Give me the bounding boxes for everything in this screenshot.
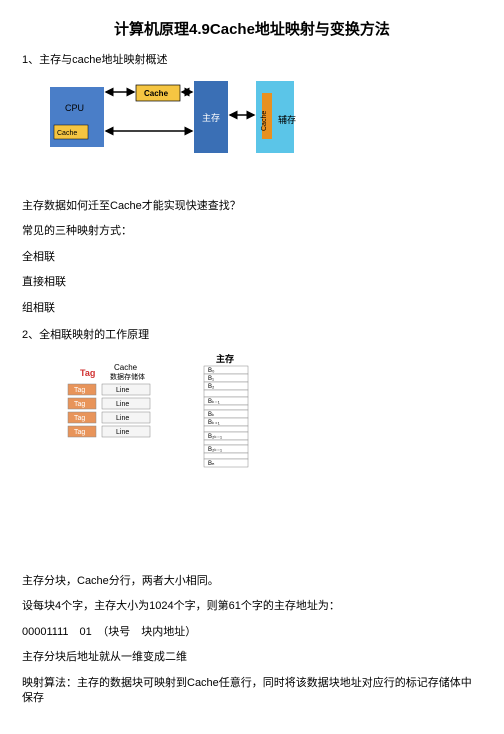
diagram-fully-associative: Tag Cache 数据存储体 Tag Line Tag Line Tag Li… bbox=[52, 354, 312, 494]
svg-text:B₂ₖ₋₁: B₂ₖ₋₁ bbox=[208, 434, 222, 440]
cpu-inner-cache-label: Cache bbox=[57, 130, 77, 137]
svg-text:Bₖ₋₁: Bₖ₋₁ bbox=[208, 399, 220, 405]
para-2: 设每块4个字，主存大小为1024个字，则第61个字的主存地址为： bbox=[22, 599, 482, 614]
mapping-3: 组相联 bbox=[22, 301, 482, 316]
aux-inner-label: Cache bbox=[261, 111, 268, 131]
mem-rows: B₀ B₁ B₂ Bₖ₋₁ Bₖ Bₖ₊₁ B₂ₖ₋₁ B₂ₖ₋₁ Bₙ bbox=[204, 366, 248, 467]
cache-header-2: 数据存储体 bbox=[110, 372, 145, 381]
mem-header: 主存 bbox=[216, 354, 234, 364]
svg-text:Line: Line bbox=[116, 415, 129, 422]
question-1: 主存数据如何迁至Cache才能实现快速查找？ bbox=[22, 199, 482, 214]
svg-text:Tag: Tag bbox=[74, 415, 85, 422]
svg-text:B₀: B₀ bbox=[208, 368, 215, 374]
question-2: 常见的三种映射方式： bbox=[22, 224, 482, 239]
page-title: 计算机原理4.9Cache地址映射与变换方法 bbox=[22, 18, 482, 39]
svg-text:B₂ₖ₋₁: B₂ₖ₋₁ bbox=[208, 447, 222, 453]
svg-text:Line: Line bbox=[116, 429, 129, 436]
para-5: 映射算法：主存的数据块可映射到Cache任意行，同时将该数据块地址对应行的标记存… bbox=[22, 676, 482, 707]
aux-label: 辅存 bbox=[278, 114, 296, 125]
svg-text:Line: Line bbox=[116, 401, 129, 408]
svg-text:Bₖ₊₁: Bₖ₊₁ bbox=[208, 420, 220, 426]
svg-text:Tag: Tag bbox=[74, 401, 85, 408]
svg-text:Bₙ: Bₙ bbox=[208, 461, 215, 467]
svg-text:Tag: Tag bbox=[74, 429, 85, 436]
para-4: 主存分块后地址就从一维变成二维 bbox=[22, 650, 482, 665]
svg-text:Line: Line bbox=[116, 387, 129, 394]
cache-rows: Tag Line Tag Line Tag Line Tag Line bbox=[68, 384, 150, 437]
cache-header-1: Cache bbox=[114, 363, 138, 372]
mainmem-label: 主存 bbox=[202, 112, 220, 123]
diagram-overview: CPU Cache Cache 主存 Cache 辅存 bbox=[48, 79, 308, 165]
svg-text:Bₖ: Bₖ bbox=[208, 412, 215, 418]
svg-text:Tag: Tag bbox=[74, 387, 85, 394]
section1-heading: 1、主存与cache地址映射概述 bbox=[22, 51, 482, 67]
section2-heading: 2、全相联映射的工作原理 bbox=[22, 326, 482, 342]
svg-text:B₂: B₂ bbox=[208, 384, 215, 390]
mapping-2: 直接相联 bbox=[22, 275, 482, 290]
para-1: 主存分块，Cache分行，两者大小相同。 bbox=[22, 574, 482, 589]
svg-text:B₁: B₁ bbox=[208, 376, 214, 382]
tag-header: Tag bbox=[80, 368, 95, 378]
cache-box-label: Cache bbox=[144, 89, 169, 98]
cpu-label: CPU bbox=[65, 103, 84, 113]
para-3: 00001111 01 （块号 块内地址） bbox=[22, 625, 482, 640]
mapping-1: 全相联 bbox=[22, 250, 482, 265]
